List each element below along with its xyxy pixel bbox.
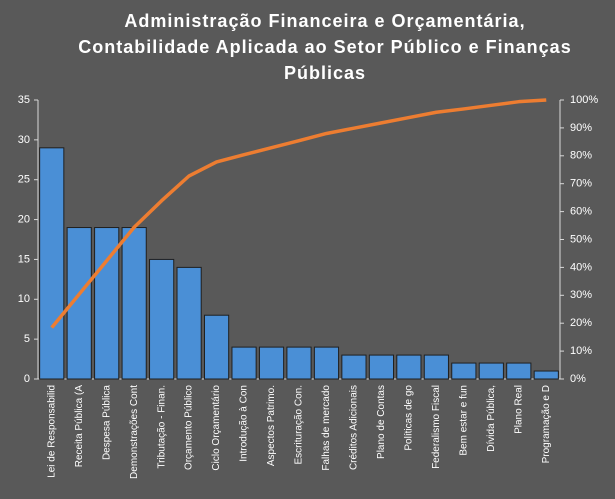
y2-tick-label: 10% <box>570 345 592 357</box>
bar <box>149 258 175 380</box>
bar <box>451 362 477 380</box>
x-tick-label: Plano Real <box>513 385 524 434</box>
x-tick-label: Dívida Pública, <box>486 385 497 452</box>
y2-tick-label: 40% <box>570 261 592 273</box>
x-tick-label: Introdução à Con <box>239 385 250 462</box>
y2-tick-label: 60% <box>570 206 592 218</box>
x-tick-label: Lei de Responsabilid <box>46 385 57 478</box>
x-tick-label: Bem estar e fun <box>458 385 469 456</box>
bar <box>39 147 65 380</box>
x-tick-label: Receita Pública (A <box>74 385 85 468</box>
y-tick-label: 5 <box>24 333 30 345</box>
x-tick-label: Demonstrações Cont <box>129 385 140 479</box>
chart-title: Públicas <box>284 63 366 83</box>
bar <box>258 346 285 380</box>
x-tick-label: Escrituração Con. <box>294 385 305 464</box>
y2-tick-label: 30% <box>570 289 592 301</box>
x-tick-label: Falhas de mercado <box>321 385 332 471</box>
bar <box>121 227 147 380</box>
x-tick-label: Créditos Adicionais <box>349 385 360 470</box>
bar <box>396 354 422 380</box>
y-tick-label: 30 <box>18 134 30 146</box>
y-tick-label: 10 <box>18 293 30 305</box>
x-tick-label: Plano de Contas <box>376 385 387 459</box>
y-tick-label: 0 <box>24 373 30 385</box>
bar <box>176 266 202 380</box>
bar <box>368 354 395 380</box>
y2-tick-label: 90% <box>570 122 592 134</box>
y-tick-label: 35 <box>18 94 30 106</box>
x-tick-label: Orçamento Público <box>184 385 195 470</box>
x-tick-label: Tributação - Finan. <box>156 385 167 469</box>
y2-tick-label: 100% <box>570 94 598 106</box>
x-tick-label: Ciclo Orçamentário <box>211 385 222 471</box>
chart-title: Contabilidade Aplicada ao Setor Público … <box>78 37 571 57</box>
bar <box>341 354 367 380</box>
chart-title: Administração Financeira e Orçamentária, <box>124 11 525 31</box>
y2-tick-label: 50% <box>570 233 592 245</box>
x-tick-label: Despesa Pública <box>101 385 112 460</box>
bar <box>506 362 532 380</box>
y2-tick-label: 70% <box>570 178 592 190</box>
bar <box>478 362 504 380</box>
bar <box>286 346 312 380</box>
y2-tick-label: 0% <box>570 373 586 385</box>
bar <box>231 346 257 380</box>
x-tick-label: Programação e D <box>541 385 552 463</box>
cumulative-line <box>50 98 547 329</box>
x-tick-label: Políticas de go <box>404 385 415 451</box>
y-tick-label: 25 <box>18 174 30 186</box>
x-tick-label: Aspectos Patrimo. <box>266 385 277 466</box>
y2-tick-label: 80% <box>570 150 592 162</box>
y2-tick-label: 20% <box>570 317 592 329</box>
y-tick-label: 15 <box>18 253 30 265</box>
y-tick-label: 20 <box>18 213 30 225</box>
bar <box>533 370 559 380</box>
bar <box>423 354 449 380</box>
bar <box>313 346 340 380</box>
bar <box>203 314 230 380</box>
x-tick-label: Federalismo Fiscal <box>431 385 442 469</box>
